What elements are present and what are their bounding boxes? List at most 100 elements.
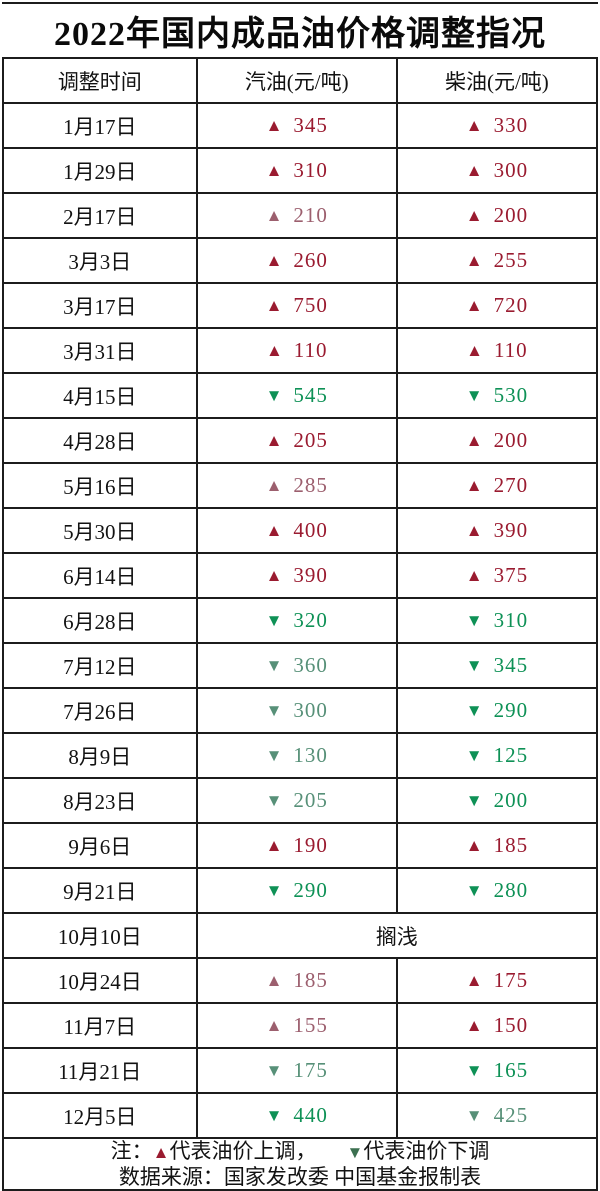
up-triangle-icon: ▲ [265, 251, 283, 270]
gasoline-value-cell: ▲ 190 [195, 822, 398, 869]
value-text: 205 [293, 428, 328, 452]
table-row: 8月9日 ▼ 130 ▼ 125 [2, 732, 599, 779]
value-text: 260 [293, 248, 328, 272]
value-text: 175 [293, 1058, 328, 1082]
table-row: 4月28日 ▲ 205 ▲ 200 [2, 417, 599, 464]
table-row: 9月21日 ▼ 290 ▼ 280 [2, 867, 599, 914]
value-text: 310 [293, 158, 328, 182]
up-triangle-icon: ▲ [265, 476, 283, 495]
diesel-value-cell: ▲ 110 [395, 327, 599, 374]
value-text: 155 [293, 1013, 328, 1037]
value-text: 400 [293, 518, 328, 542]
value-text: 330 [493, 113, 529, 137]
value-text: 205 [293, 788, 328, 812]
table-row: 5月16日 ▲ 285 ▲ 270 [2, 462, 599, 509]
legend-line: 注：▲代表油价上调， ▼代表油价下调 [4, 1139, 596, 1165]
value-text: 750 [293, 293, 328, 317]
gasoline-value-cell: ▲ 155 [195, 1002, 398, 1049]
table-row: 3月31日 ▲ 110 ▲ 110 [2, 327, 599, 374]
up-triangle-icon: ▲ [465, 971, 483, 990]
note-cell: 注：▲代表油价上调， ▼代表油价下调 数据来源：国家发改委 中国基金报制表 [2, 1137, 598, 1191]
value-text: 175 [493, 968, 529, 992]
value-text: 165 [493, 1058, 529, 1082]
value-text: 200 [493, 428, 529, 452]
header-adjust-date: 调整时间 [2, 57, 198, 104]
date-cell: 3月17日 [2, 282, 198, 329]
table-row: 4月15日 ▼ 545 ▼ 530 [2, 372, 599, 419]
date-cell: 4月15日 [2, 372, 198, 419]
data-source-line: 数据来源：国家发改委 中国基金报制表 [118, 1165, 482, 1189]
down-triangle-icon: ▼ [465, 1106, 483, 1125]
diesel-value-cell: ▲ 375 [395, 552, 599, 599]
header-row: 调整时间 汽油(元/吨) 柴油(元/吨) [2, 57, 599, 104]
merged-stranded-cell: 搁浅 [195, 912, 599, 959]
gasoline-value-cell: ▼ 300 [195, 687, 398, 734]
value-text: 290 [293, 878, 328, 902]
value-text: 255 [493, 248, 529, 272]
date-cell: 2月17日 [2, 192, 198, 239]
gasoline-value-cell: ▲ 260 [195, 237, 398, 284]
up-triangle-icon: ▲ [265, 341, 283, 360]
down-triangle-icon: ▼ [265, 881, 283, 900]
value-text: 210 [293, 203, 328, 227]
up-triangle-icon: ▲ [465, 566, 483, 585]
gasoline-value-cell: ▲ 750 [195, 282, 398, 329]
diesel-value-cell: ▼ 345 [395, 642, 599, 689]
value-text: 200 [493, 203, 529, 227]
value-text: 110 [293, 338, 328, 362]
date-cell: 11月21日 [2, 1047, 198, 1094]
up-triangle-icon: ▲ [265, 116, 283, 135]
gasoline-value-cell: ▼ 440 [195, 1092, 398, 1139]
table-row: 3月3日 ▲ 260 ▲ 255 [2, 237, 599, 284]
gasoline-value-cell: ▼ 205 [195, 777, 398, 824]
date-cell: 5月30日 [2, 507, 198, 554]
gasoline-value-cell: ▲ 345 [195, 102, 398, 149]
date-cell: 9月6日 [2, 822, 198, 869]
date-cell: 4月28日 [2, 417, 198, 464]
diesel-value-cell: ▲ 150 [395, 1002, 599, 1049]
down-triangle-icon: ▼ [346, 1143, 364, 1162]
table-row: 11月7日 ▲ 155 ▲ 150 [2, 1002, 599, 1049]
up-triangle-icon: ▲ [265, 206, 283, 225]
value-text: 345 [493, 653, 529, 677]
down-triangle-icon: ▼ [465, 1061, 483, 1080]
table-row: 1月29日 ▲ 310 ▲ 300 [2, 147, 599, 194]
down-triangle-icon: ▼ [265, 701, 283, 720]
diesel-value-cell: ▼ 310 [395, 597, 599, 644]
value-text: 545 [293, 383, 328, 407]
value-text: 150 [493, 1013, 529, 1037]
down-triangle-icon: ▼ [265, 386, 283, 405]
value-text: 130 [293, 743, 328, 767]
table-row: 2月17日 ▲ 210 ▲ 200 [2, 192, 599, 239]
diesel-value-cell: ▲ 200 [395, 192, 599, 239]
header-diesel: 柴油(元/吨) [395, 57, 599, 104]
up-triangle-icon: ▲ [265, 431, 283, 450]
gasoline-value-cell: ▲ 400 [195, 507, 398, 554]
header-gasoline: 汽油(元/吨) [195, 57, 398, 104]
up-triangle-icon: ▲ [465, 476, 483, 495]
table-row: 11月21日 ▼ 175 ▼ 165 [2, 1047, 599, 1094]
value-text: 200 [493, 788, 529, 812]
down-triangle-icon: ▼ [465, 881, 483, 900]
table-row: 12月5日 ▼ 440 ▼ 425 [2, 1092, 599, 1139]
diesel-value-cell: ▲ 200 [395, 417, 599, 464]
date-cell: 10月10日 [2, 912, 198, 959]
diesel-value-cell: ▼ 425 [395, 1092, 599, 1139]
note-row: 注：▲代表油价上调， ▼代表油价下调 数据来源：国家发改委 中国基金报制表 [2, 1137, 598, 1191]
date-cell: 11月7日 [2, 1002, 198, 1049]
date-cell: 3月3日 [2, 237, 198, 284]
diesel-value-cell: ▼ 280 [395, 867, 599, 914]
down-triangle-icon: ▼ [265, 1106, 283, 1125]
diesel-value-cell: ▼ 200 [395, 777, 599, 824]
table-row: 10月10日 搁浅 [2, 912, 599, 959]
up-triangle-icon: ▲ [465, 1016, 483, 1035]
table-row: 6月28日 ▼ 320 ▼ 310 [2, 597, 599, 644]
table-row: 9月6日 ▲ 190 ▲ 185 [2, 822, 599, 869]
value-text: 440 [293, 1103, 328, 1127]
value-text: 425 [493, 1103, 529, 1127]
diesel-value-cell: ▼ 290 [395, 687, 599, 734]
price-table: 调整时间 汽油(元/吨) 柴油(元/吨) 1月17日 ▲ 345 ▲ 330 1月29日 ▲… [2, 57, 599, 1191]
price-table-header: 调整时间 汽油(元/吨) 柴油(元/吨) [2, 57, 599, 104]
value-text: 720 [493, 293, 529, 317]
value-text: 270 [493, 473, 529, 497]
